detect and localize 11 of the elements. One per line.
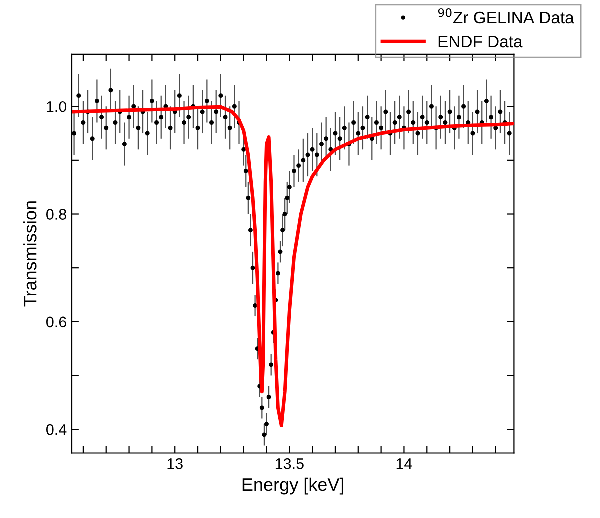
y-tick-label: 0.8 (46, 209, 66, 220)
y-axis-title: Transmission (24, 202, 37, 307)
x-axis-title: Energy [keV] (242, 478, 344, 495)
y-tick-label: 0.6 (46, 316, 66, 328)
x-tick-label: 13 (168, 458, 183, 470)
legend-label: ENDF Data (438, 36, 523, 48)
y-tick-label: 1.0 (47, 101, 67, 112)
legend-label: $^{90}$Zr GELINA Data (438, 8, 574, 24)
y-tick-label: 0.4 (46, 424, 67, 436)
x-tick-label: 13.5 (276, 458, 304, 470)
x-tick-label: 14 (396, 458, 412, 470)
